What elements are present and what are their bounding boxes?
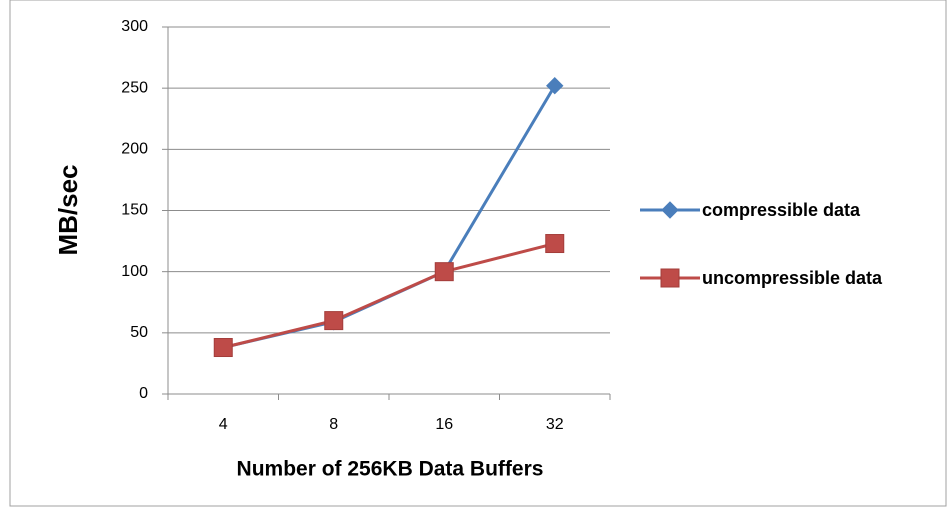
y-tick-label: 50 [130, 324, 148, 341]
data-point [213, 338, 233, 358]
y-tick-label: 300 [121, 18, 148, 35]
chart-border [9, 0, 947, 507]
legend-marker [661, 201, 679, 219]
y-tick-label: 100 [121, 263, 148, 280]
data-point [545, 234, 565, 254]
series-line [222, 242, 556, 349]
series-line [222, 84, 557, 349]
data-point [324, 311, 344, 331]
x-tick-label: 4 [219, 416, 228, 433]
data-point [546, 77, 564, 95]
legend-label: compressible data [702, 200, 861, 220]
y-tick-label: 0 [139, 385, 148, 402]
x-tick-label: 32 [546, 416, 564, 433]
legend-label: uncompressible data [702, 268, 883, 288]
data-point [434, 262, 454, 282]
legend-marker [660, 268, 680, 288]
y-tick-label: 150 [121, 202, 148, 219]
x-tick-label: 16 [435, 416, 453, 433]
x-axis-title: Number of 256KB Data Buffers [237, 458, 544, 481]
y-tick-label: 250 [121, 79, 148, 96]
y-tick-label: 200 [121, 141, 148, 158]
y-axis-title: MB/sec [53, 164, 83, 255]
x-tick-label: 8 [329, 416, 338, 433]
